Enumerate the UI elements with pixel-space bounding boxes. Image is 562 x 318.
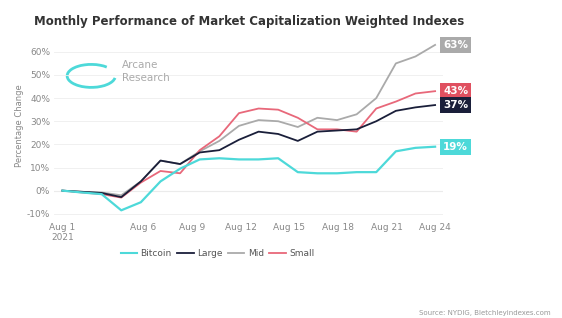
Y-axis label: Percentage Change: Percentage Change bbox=[15, 85, 24, 167]
Text: Source: NYDIG, Bletchleyindexes.com: Source: NYDIG, Bletchleyindexes.com bbox=[419, 310, 551, 316]
Legend: Bitcoin, Large, Mid, Small: Bitcoin, Large, Mid, Small bbox=[117, 246, 318, 262]
Text: 63%: 63% bbox=[443, 40, 468, 50]
Text: Arcane
Research: Arcane Research bbox=[123, 60, 170, 83]
Text: 43%: 43% bbox=[443, 86, 468, 96]
Text: 19%: 19% bbox=[443, 142, 468, 152]
Title: Monthly Performance of Market Capitalization Weighted Indexes: Monthly Performance of Market Capitaliza… bbox=[34, 15, 464, 28]
Text: 37%: 37% bbox=[443, 100, 468, 110]
